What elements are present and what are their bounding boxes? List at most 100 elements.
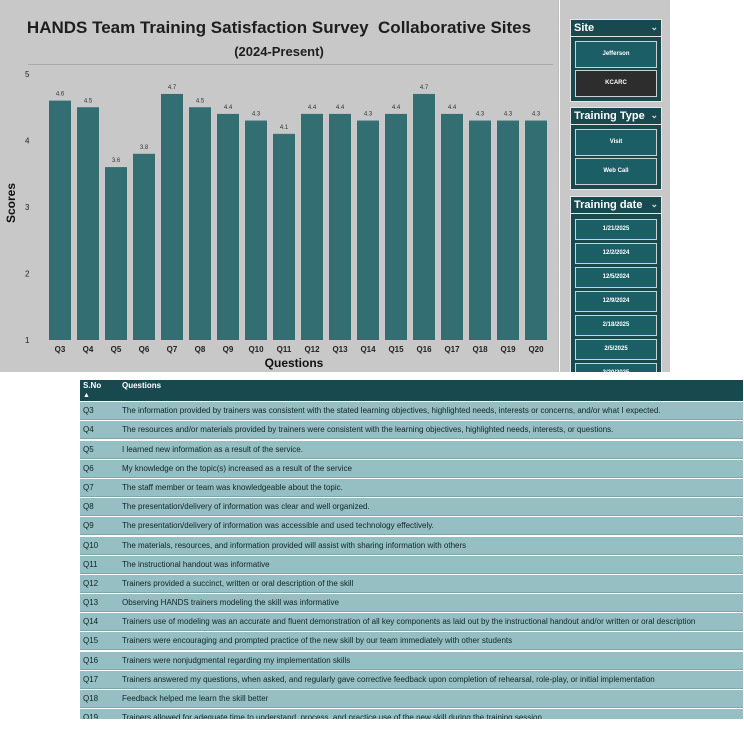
- question-text: The instructional handout was informativ…: [122, 559, 270, 569]
- bar-q15[interactable]: [385, 113, 407, 341]
- bar-q7[interactable]: [161, 93, 183, 340]
- bar-q18[interactable]: [469, 120, 491, 340]
- bar-q10[interactable]: [245, 120, 267, 340]
- sort-ascending-icon: ▲: [83, 392, 90, 399]
- question-id: Q12: [83, 578, 99, 588]
- question-text: Trainers provided a succinct, written or…: [122, 578, 354, 588]
- training-type-slicer-header[interactable]: Training Type ⌄: [570, 107, 662, 125]
- data-label: 4.4: [336, 105, 345, 111]
- slicer-option[interactable]: Jefferson: [575, 41, 657, 68]
- y-tick-label: 5: [25, 70, 30, 79]
- table-row[interactable]: Q11 The instructional handout was informa…: [80, 555, 743, 574]
- question-id: Q14: [83, 617, 99, 627]
- question-id: Q13: [83, 598, 99, 608]
- table-row[interactable]: Q4 The resources and/or materials provide…: [80, 421, 743, 440]
- data-label: 3.6: [112, 158, 121, 164]
- data-label: 3.8: [140, 145, 149, 151]
- bar-q14[interactable]: [357, 120, 379, 340]
- bar-q3[interactable]: [49, 100, 71, 340]
- table-row[interactable]: Q12 Trainers provided a succinct, written…: [80, 574, 743, 593]
- x-tick-label: Q11: [277, 345, 292, 354]
- site-slicer-title: Site: [574, 22, 595, 34]
- table-row[interactable]: Q15 Trainers were encouraging and prompte…: [80, 632, 743, 651]
- question-id: Q7: [83, 482, 94, 492]
- slicer-option[interactable]: Visit: [575, 129, 657, 156]
- slicer-option[interactable]: 12/2/2024: [575, 243, 657, 264]
- chevron-down-icon[interactable]: ⌄: [650, 110, 658, 120]
- table-row[interactable]: Q14 Trainers use of modeling was an accur…: [80, 613, 743, 632]
- bar-q17[interactable]: [441, 113, 463, 341]
- table-row[interactable]: Q8 The presentation/delivery of informati…: [80, 498, 743, 517]
- x-tick-label: Q9: [223, 345, 234, 354]
- chevron-down-icon[interactable]: ⌄: [650, 22, 658, 32]
- y-tick-label: 4: [25, 137, 30, 146]
- x-tick-label: Q18: [472, 345, 488, 354]
- slicer-option[interactable]: Web Call: [575, 158, 657, 185]
- data-label: 4.3: [504, 112, 513, 118]
- table-row[interactable]: Q19 Trainers allowed for adequate time to…: [80, 709, 743, 719]
- question-text: I learned new information as a result of…: [122, 444, 303, 454]
- question-text: The staff member or team was knowledgeab…: [122, 482, 343, 492]
- table-row[interactable]: Q7 The staff member or team was knowledge…: [80, 478, 743, 497]
- chart-panel: HANDS Team Training Satisfaction Survey …: [0, 0, 559, 372]
- training-type-slicer: Training Type ⌄ Visit Web Call: [570, 107, 662, 190]
- question-text: Trainers allowed for adequate time to un…: [122, 713, 542, 719]
- question-text: Trainers answered my questions, when ask…: [122, 674, 655, 684]
- bar-q16[interactable]: [413, 93, 435, 340]
- data-label: 4.4: [224, 105, 233, 111]
- question-text: Trainers use of modeling was an accurate…: [122, 617, 696, 627]
- slicer-option[interactable]: 2/5/2025: [575, 339, 657, 360]
- table-row[interactable]: Q6 My knowledge on the topic(s) increased…: [80, 459, 743, 478]
- data-label: 4.4: [392, 105, 401, 111]
- data-label: 4.4: [308, 105, 317, 111]
- bar-q19[interactable]: [497, 120, 519, 340]
- site-slicer-header[interactable]: Site ⌄: [570, 19, 662, 37]
- bar-q6[interactable]: [133, 153, 155, 340]
- bar-q20[interactable]: [525, 120, 547, 340]
- table-row[interactable]: Q9 The presentation/delivery of informati…: [80, 517, 743, 536]
- data-label: 4.5: [196, 98, 205, 104]
- table-row[interactable]: Q16 Trainers were nonjudgmental regarding…: [80, 651, 743, 670]
- bar-q5[interactable]: [105, 167, 127, 340]
- data-label: 4.3: [364, 112, 373, 118]
- training-date-slicer-header[interactable]: Training date ⌄: [570, 196, 662, 214]
- bar-q4[interactable]: [77, 107, 99, 340]
- x-tick-label: Q8: [195, 345, 206, 354]
- question-id: Q6: [83, 463, 94, 473]
- table-row[interactable]: Q10 The materials, resources, and informa…: [80, 536, 743, 555]
- slicer-option[interactable]: 12/5/2024: [575, 267, 657, 288]
- training-date-slicer-options: 1/21/2025 12/2/2024 12/5/2024 12/9/2024 2/18…: [570, 214, 662, 372]
- slicer-option[interactable]: KCARC: [575, 70, 657, 97]
- table-row[interactable]: Q5 I learned new information as a result …: [80, 440, 743, 459]
- question-text: Trainers were nonjudgmental regarding my…: [122, 655, 351, 665]
- slicer-option[interactable]: 2/18/2025: [575, 315, 657, 336]
- sno-header-label: S.No: [83, 381, 102, 390]
- x-tick-label: Q15: [388, 345, 404, 354]
- bar-q8[interactable]: [189, 107, 211, 340]
- question-id: Q11: [83, 559, 98, 569]
- question-text: The presentation/delivery of information…: [122, 521, 434, 531]
- question-text: The materials, resources, and informatio…: [122, 540, 467, 550]
- table-row[interactable]: Q3 The information provided by trainers w…: [80, 402, 743, 421]
- slicer-option[interactable]: 1/21/2025: [575, 219, 657, 240]
- x-tick-label: Q17: [444, 345, 460, 354]
- questions-table: S.No ▲ Questions Q3 The information provi…: [80, 380, 743, 719]
- chart-title: HANDS Team Training Satisfaction Survey …: [26, 18, 532, 37]
- question-text: Trainers were encouraging and prompted p…: [122, 636, 513, 646]
- bar-q12[interactable]: [301, 113, 323, 341]
- chevron-down-icon[interactable]: ⌄: [650, 199, 658, 209]
- bar-q11[interactable]: [273, 133, 295, 340]
- data-label: 4.6: [56, 92, 65, 98]
- table-row[interactable]: Q18 Feedback helped me learn the skill be…: [80, 690, 743, 708]
- table-body: Q3 The information provided by trainers w…: [80, 402, 743, 719]
- bar-q9[interactable]: [217, 113, 239, 341]
- questions-column-header[interactable]: Questions: [122, 381, 162, 390]
- slicer-option[interactable]: 3/20/2025: [575, 363, 657, 372]
- bar-q13[interactable]: [329, 113, 351, 341]
- table-row[interactable]: Q13 Observing HANDS trainers modeling the…: [80, 594, 743, 613]
- data-label: 4.5: [84, 98, 93, 104]
- table-row[interactable]: Q17 Trainers answered my questions, when …: [80, 670, 743, 689]
- sno-column-header[interactable]: S.No ▲: [80, 380, 119, 401]
- slicer-option[interactable]: 12/9/2024: [575, 291, 657, 312]
